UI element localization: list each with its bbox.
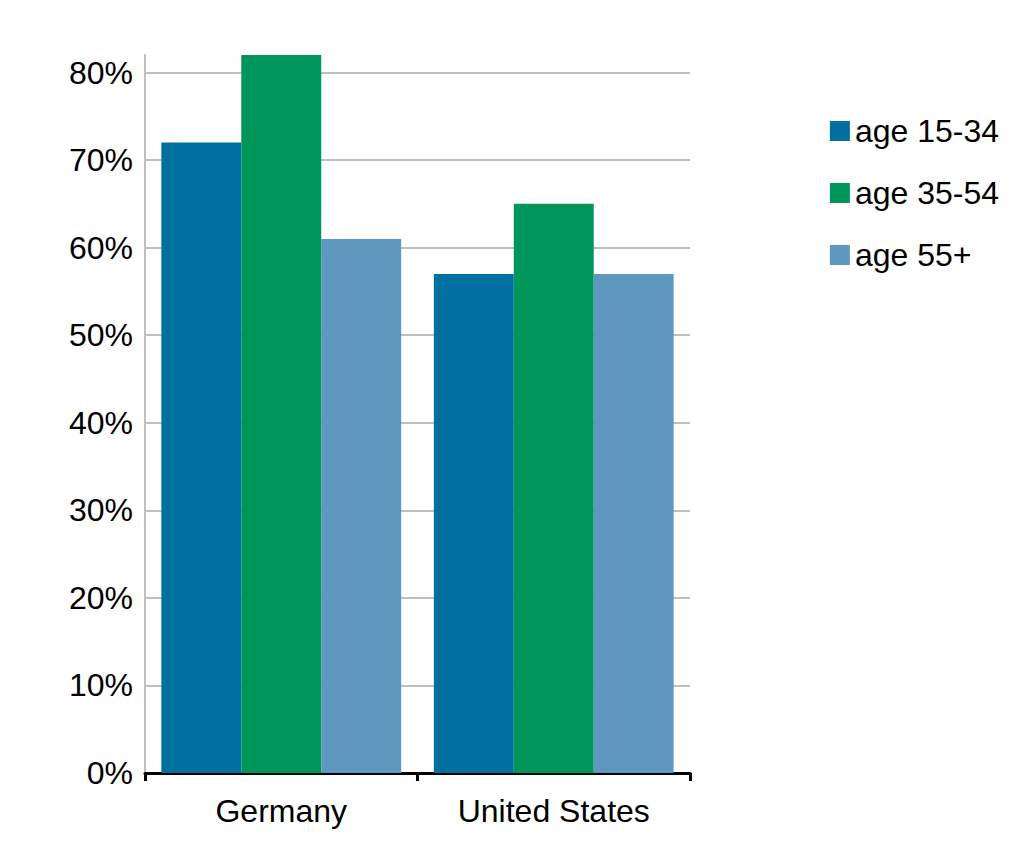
svg-text:60%: 60% <box>69 230 133 266</box>
svg-text:20%: 20% <box>69 580 133 616</box>
svg-text:0%: 0% <box>87 755 133 791</box>
svg-text:70%: 70% <box>69 142 133 178</box>
svg-text:10%: 10% <box>69 667 133 703</box>
svg-text:age 55+: age 55+ <box>855 237 972 273</box>
svg-text:age 15-34: age 15-34 <box>855 113 999 149</box>
svg-text:40%: 40% <box>69 405 133 441</box>
svg-text:Germany: Germany <box>215 793 347 829</box>
svg-text:50%: 50% <box>69 317 133 353</box>
svg-text:age 35-54: age 35-54 <box>855 175 999 211</box>
svg-text:30%: 30% <box>69 492 133 528</box>
svg-text:80%: 80% <box>69 55 133 91</box>
svg-text:United States: United States <box>458 793 650 829</box>
